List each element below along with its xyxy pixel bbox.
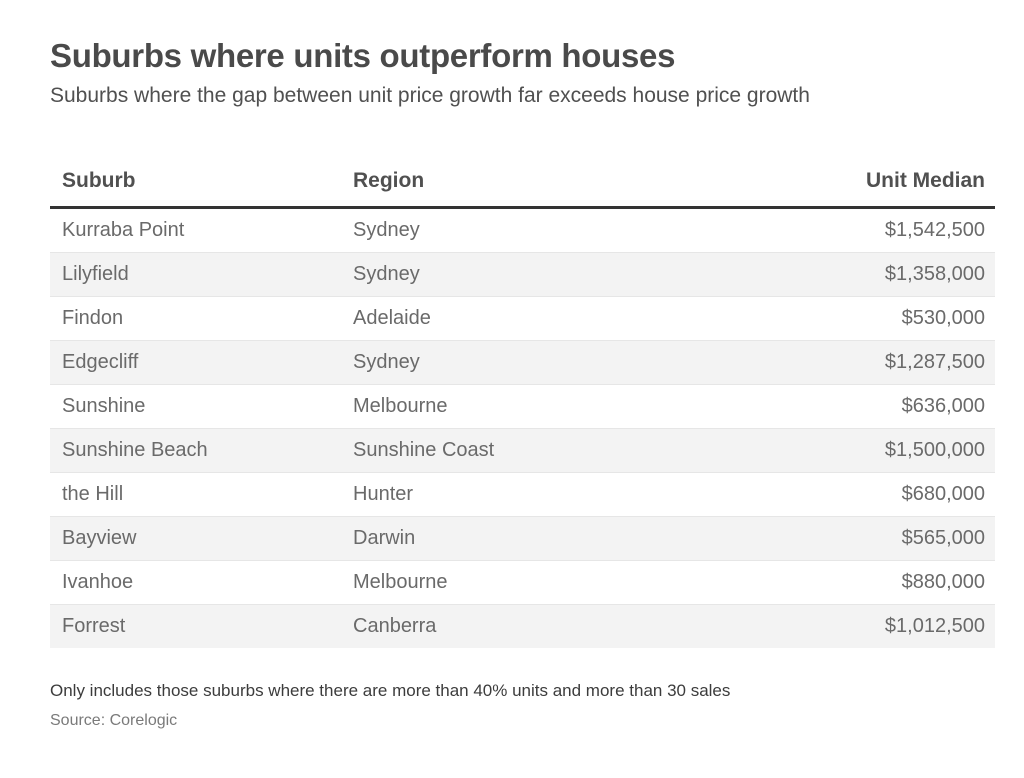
cell-suburb: Findon [50,296,341,341]
column-header-region: Region [341,156,761,209]
table-header: Suburb Region Unit Median [50,156,995,209]
header-row: Suburb Region Unit Median [50,156,995,209]
table-row: the Hill Hunter $680,000 [50,472,995,517]
table-row: Kurraba Point Sydney $1,542,500 [50,207,995,253]
chart-title: Suburbs where units outperform houses [50,37,676,74]
cell-region: Canberra [341,604,761,648]
cell-unit-median: $565,000 [761,516,995,561]
cell-region: Melbourne [341,384,761,429]
table-row: Lilyfield Sydney $1,358,000 [50,252,995,297]
table-body: Kurraba Point Sydney $1,542,500 Lilyfield Sy… [50,207,995,648]
column-header-unit-median: Unit Median [761,156,995,209]
cell-region: Sydney [341,340,761,385]
cell-suburb: Sunshine [50,384,341,429]
cell-suburb: Bayview [50,516,341,561]
cell-suburb: Kurraba Point [50,207,341,253]
footnote: Only includes those suburbs where there … [50,681,731,700]
cell-suburb: Lilyfield [50,252,341,297]
cell-unit-median: $636,000 [761,384,995,429]
table-row: Edgecliff Sydney $1,287,500 [50,340,995,385]
source-note: Source: Corelogic [50,712,178,729]
cell-region: Melbourne [341,560,761,605]
cell-suburb: Ivanhoe [50,560,341,605]
cell-region: Sydney [341,252,761,297]
cell-unit-median: $1,287,500 [761,340,995,385]
cell-region: Darwin [341,516,761,561]
table-row: Sunshine Beach Sunshine Coast $1,500,000 [50,428,995,473]
table-row: Ivanhoe Melbourne $880,000 [50,560,995,605]
chart-subtitle: Suburbs where the gap between unit price… [50,84,810,107]
cell-unit-median: $880,000 [761,560,995,605]
cell-unit-median: $1,012,500 [761,604,995,648]
cell-suburb: the Hill [50,472,341,517]
table-row: Sunshine Melbourne $636,000 [50,384,995,429]
cell-region: Sydney [341,207,761,253]
cell-unit-median: $530,000 [761,296,995,341]
cell-region: Sunshine Coast [341,428,761,473]
chart-container: Suburbs where units outperform houses Su… [50,36,995,731]
column-header-suburb: Suburb [50,156,341,209]
table-row: Forrest Canberra $1,012,500 [50,604,995,648]
cell-unit-median: $1,500,000 [761,428,995,473]
cell-region: Hunter [341,472,761,517]
data-table: Suburb Region Unit Median Kurraba Point S… [50,156,995,648]
cell-unit-median: $1,542,500 [761,207,995,253]
cell-suburb: Forrest [50,604,341,648]
cell-unit-median: $1,358,000 [761,252,995,297]
table-row: Bayview Darwin $565,000 [50,516,995,561]
table-row: Findon Adelaide $530,000 [50,296,995,341]
cell-suburb: Sunshine Beach [50,428,341,473]
cell-suburb: Edgecliff [50,340,341,385]
cell-region: Adelaide [341,296,761,341]
cell-unit-median: $680,000 [761,472,995,517]
